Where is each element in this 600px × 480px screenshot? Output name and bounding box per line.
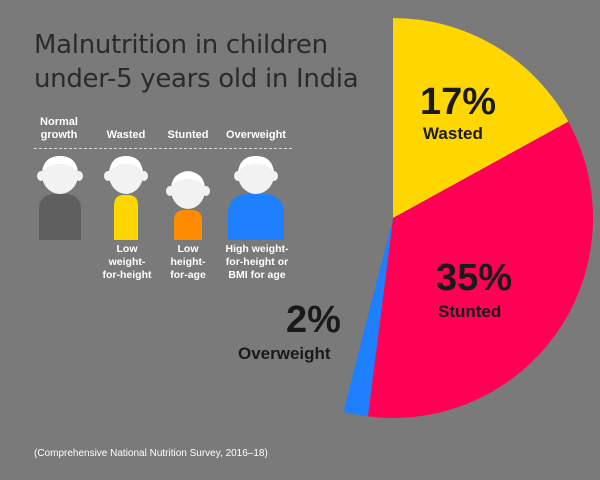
pie-slice-overweight: [343, 218, 393, 417]
pie-slice-stunted: [367, 121, 594, 418]
legend-header-wasted: Wasted: [106, 129, 146, 141]
child-figure-normal-icon: [37, 156, 83, 240]
legend-header-stunted: Stunted: [167, 129, 209, 141]
title-line-2: under-5 years old in India: [34, 64, 359, 94]
legend-desc-stunted: Low height- for-age: [170, 243, 206, 281]
legend-desc-wasted: Low weight- for-height: [102, 243, 152, 281]
legend-header-overweight: Overweight: [226, 129, 286, 141]
legend-desc-overweight: High weight- for-height or BMI for age: [225, 243, 289, 281]
pie-slice-wasted: [393, 18, 569, 218]
legend-divider: [34, 148, 292, 149]
slice-value-wasted: 17%: [420, 81, 497, 123]
slice-label-overweight: Overweight: [238, 344, 331, 363]
child-figure-wasted-icon: [104, 156, 148, 240]
child-figure-stunted-icon: [166, 171, 210, 240]
slice-label-wasted: Wasted: [423, 124, 483, 143]
title-line-1: Malnutrition in children: [34, 30, 328, 60]
legend-header-normal: Normal growth: [40, 116, 78, 141]
slice-label-stunted: Stunted: [438, 302, 502, 321]
slice-value-overweight: 2%: [286, 299, 341, 341]
source-note: (Comprehensive National Nutrition Survey…: [34, 448, 268, 459]
chart-title: Malnutrition in children under-5 years o…: [34, 28, 394, 96]
slice-value-stunted: 35%: [436, 257, 513, 299]
child-figure-overweight-icon: [228, 156, 284, 240]
